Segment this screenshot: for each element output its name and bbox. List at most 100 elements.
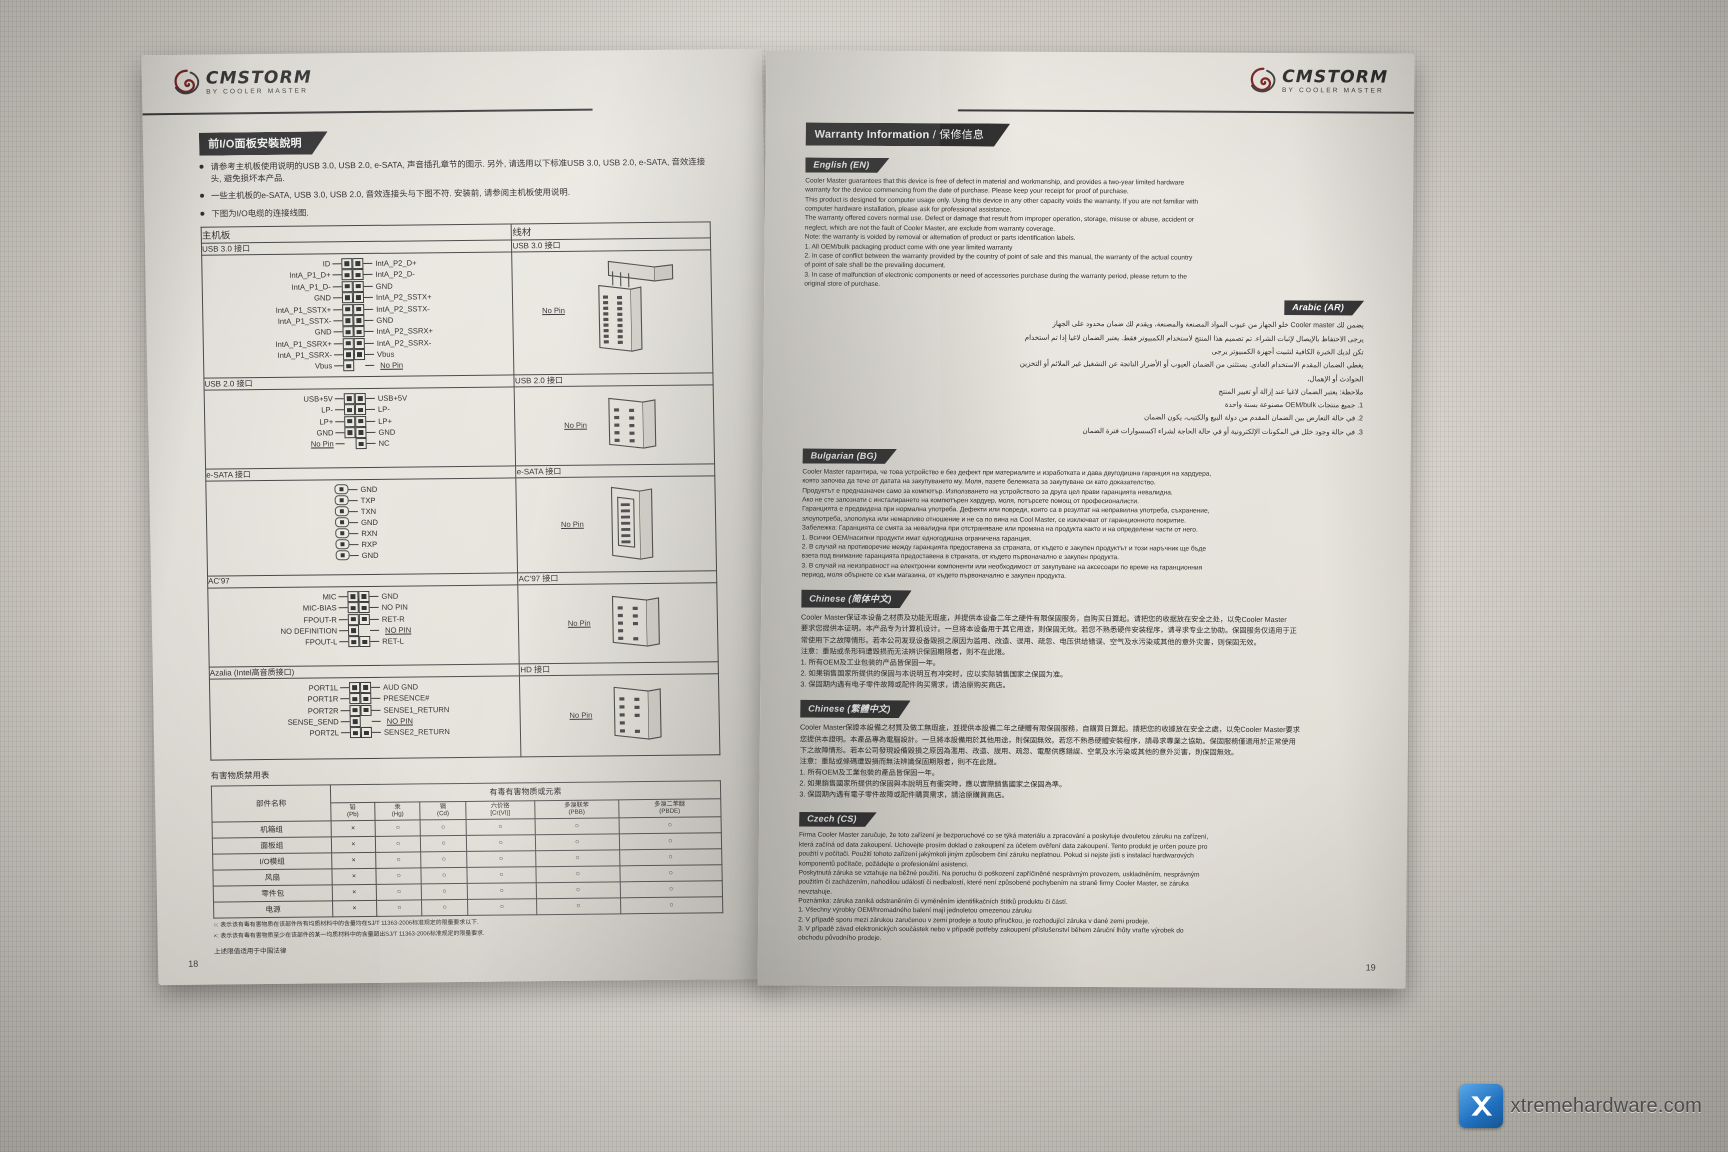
pin-pad-icon bbox=[360, 681, 372, 693]
table-row: ID IntA_P2_D+ IntA_P1_D+ IntA_P2_D- IntA_P1_… bbox=[201, 249, 713, 378]
pin-label-left: PORT1L bbox=[308, 683, 339, 693]
pin-diagram-cell: USB+5V USB+5V LP- LP- LP+ LP+ GND GND No Pin NC bbox=[204, 386, 517, 469]
pin-pad-icon bbox=[341, 258, 353, 270]
header-rule bbox=[957, 109, 1388, 114]
pin-label-left: LP+ bbox=[319, 416, 334, 427]
hazard-row-name: I/O模组 bbox=[212, 852, 332, 871]
x-badge-icon bbox=[1458, 1084, 1503, 1128]
pin-pad-icon bbox=[342, 326, 354, 338]
section-title-io-panel: 前I/O面板安裝說明 bbox=[199, 131, 328, 155]
pin-label-right: GND bbox=[360, 517, 379, 527]
pin-pad-icon bbox=[342, 349, 355, 361]
hazard-row-name: 面板组 bbox=[212, 836, 332, 855]
pin-pad-icon bbox=[341, 292, 354, 304]
warranty-language-block: Bulgarian (BG) Cooler Master гарантира, ч… bbox=[801, 446, 1362, 583]
pin-pad-icon bbox=[345, 438, 356, 449]
hazard-col-header: 镉 (Cd) bbox=[420, 801, 466, 820]
pin-label-left: NO DEFINITION bbox=[280, 626, 338, 636]
pin-pad-icon bbox=[335, 550, 350, 561]
no-pin-label: No Pin bbox=[541, 306, 565, 316]
hazard-row-name: 电源 bbox=[213, 900, 333, 918]
storm-swirl-icon bbox=[172, 69, 203, 99]
pin-label-left: GND bbox=[314, 327, 332, 337]
manual-page-left: CMSTORM BY COOLER MASTER 前I/O面板安裝說明 请参考主… bbox=[141, 48, 779, 986]
pin-diagram-cell: ID IntA_P2_D+ IntA_P1_D+ IntA_P2_D- IntA_P1_… bbox=[201, 251, 515, 378]
pin-label-right: IntA_P2_D+ bbox=[375, 258, 417, 268]
hazard-cell: × bbox=[331, 884, 377, 901]
warranty-language-block: English (EN) Cooler Master guarantees tha… bbox=[804, 155, 1365, 292]
hazard-cell: ○ bbox=[376, 867, 422, 885]
pin-label-right: GND bbox=[378, 427, 396, 437]
hazard-row-name: 零件包 bbox=[213, 884, 333, 902]
pin-pad-icon bbox=[347, 625, 360, 637]
warranty-language-block: Arabic (AR) يضمن لك Cooler master خلو الج… bbox=[803, 298, 1364, 440]
hazard-cell: ○ bbox=[465, 818, 536, 836]
pin-pad-icon bbox=[358, 590, 370, 602]
pin-pad-icon bbox=[347, 613, 359, 625]
hazard-cell: × bbox=[330, 820, 376, 837]
pin-pad-icon bbox=[354, 360, 365, 371]
pin-pad-icon bbox=[360, 727, 373, 739]
language-body-text: يضمن لك Cooler master خلو الجهاز من عيوب… bbox=[1019, 321, 1364, 437]
hazard-footnote: ×: 表示该有毒有害物质至少在该部件的某一均质材料中的含量超出SJ/T 1136… bbox=[213, 931, 485, 941]
hd-audio-header-connector bbox=[596, 678, 677, 751]
table-row: GND TXP TXN GND RXN RXP GND No Pin bbox=[205, 475, 717, 576]
pin-label-left: IntA_P1_SSRX- bbox=[277, 350, 333, 360]
pin-pad-icon bbox=[344, 427, 356, 439]
pin-label-right: LP- bbox=[377, 404, 390, 415]
hazard-cell: ○ bbox=[375, 835, 422, 853]
pin-pad-icon bbox=[352, 280, 364, 292]
pin-pad-icon bbox=[342, 337, 354, 349]
pin-pad-icon bbox=[349, 693, 361, 705]
pin-pad-icon bbox=[349, 727, 362, 739]
pin-label-left: MIC-BIAS bbox=[302, 603, 337, 613]
pin-pad-icon bbox=[354, 404, 367, 416]
pin-label-right: IntA_P2_D- bbox=[375, 269, 415, 280]
pin-label-left: GND bbox=[316, 428, 334, 438]
hazard-cell: × bbox=[332, 900, 377, 917]
hazard-cell: ○ bbox=[535, 865, 620, 883]
pin-label-right: SENSE2_RETURN bbox=[383, 727, 450, 738]
pin-label-right: USB+5V bbox=[377, 393, 408, 403]
hazard-cell: ○ bbox=[619, 848, 722, 866]
pin-pad-icon bbox=[352, 257, 364, 270]
pin-pad-icon bbox=[355, 438, 367, 450]
open-manual-book: CMSTORM BY COOLER MASTER 前I/O面板安裝說明 请参考主… bbox=[141, 48, 1415, 1002]
page-left-header: CMSTORM BY COOLER MASTER bbox=[142, 63, 733, 121]
hazard-cell: ○ bbox=[619, 880, 723, 898]
pin-pad-icon bbox=[353, 314, 365, 327]
hazard-row-name: 风扇 bbox=[212, 868, 332, 886]
hazard-cell: ○ bbox=[466, 850, 536, 868]
pin-pad-icon bbox=[348, 636, 360, 648]
hazard-cell: ○ bbox=[618, 816, 722, 834]
pin-pad-icon bbox=[353, 349, 366, 361]
pin-row: PORT2L SENSE2_RETURN bbox=[211, 726, 517, 741]
pin-label-left: Vbus bbox=[314, 361, 333, 371]
pin-label-right: GND bbox=[375, 281, 393, 291]
pin-diagram-cell: GND TXP TXN GND RXN RXP GND bbox=[205, 477, 519, 576]
pin-row: GND bbox=[335, 548, 514, 561]
pin-label-left: PORT2L bbox=[309, 728, 340, 738]
pin-pad-icon bbox=[335, 539, 350, 550]
pin-label-right: RET-L bbox=[382, 636, 404, 647]
no-pin-label: No Pin bbox=[560, 519, 584, 530]
hazard-cell: ○ bbox=[620, 896, 723, 914]
pin-label-right: GND bbox=[376, 315, 394, 325]
pin-label-right: PRESENCE# bbox=[383, 693, 430, 704]
language-header: Chinese (简体中文) bbox=[801, 590, 911, 609]
pin-pad-icon bbox=[341, 280, 353, 292]
pin-label-right: AUD GND bbox=[383, 682, 419, 692]
pin-label-right: SENSE1_RETURN bbox=[383, 704, 450, 715]
pin-row: Vbus No Pin bbox=[204, 359, 510, 374]
pin-pad-icon bbox=[347, 602, 359, 614]
page-number-right: 19 bbox=[1365, 962, 1376, 973]
pin-label-right: GND bbox=[360, 484, 378, 494]
hazard-col-header: 铅 (Pb) bbox=[330, 802, 376, 821]
pin-label-left: FPOUT-R bbox=[303, 614, 337, 625]
hazard-footnotes: ○: 表示该有毒有害物质在该部件所有均质材料中的含量均在SJ/T 11363-2… bbox=[213, 916, 723, 941]
hazard-table-title: 有害物质禁用表 bbox=[210, 769, 270, 781]
no-pin-label: No Pin bbox=[569, 710, 593, 721]
pin-pad-icon bbox=[360, 693, 372, 705]
language-header: Arabic (AR) bbox=[1284, 300, 1364, 315]
language-header: Bulgarian (BG) bbox=[803, 449, 897, 464]
